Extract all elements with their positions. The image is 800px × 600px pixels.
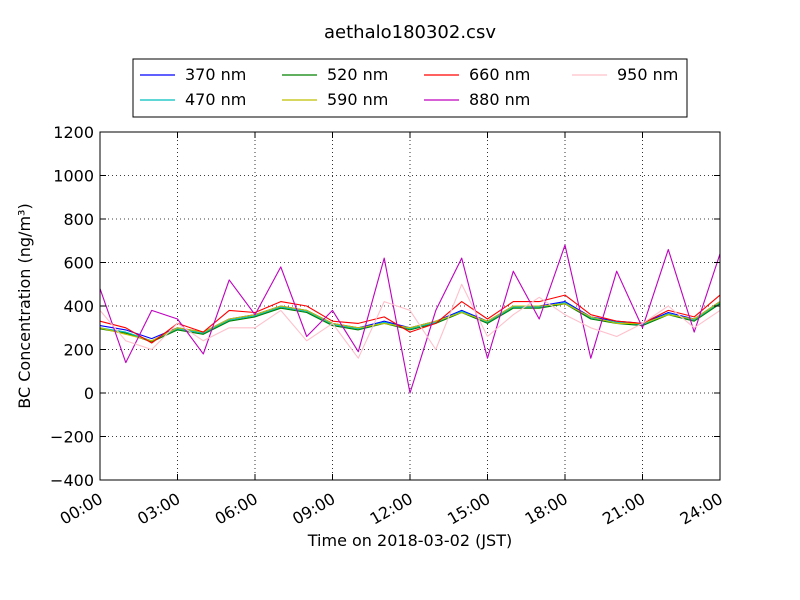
x-tick-label: 24:00 <box>677 489 726 529</box>
legend-item: 470 nm <box>140 90 246 109</box>
y-tick-label: 600 <box>63 254 94 273</box>
legend-item: 520 nm <box>282 65 388 84</box>
legend-label: 950 nm <box>617 65 678 84</box>
series-line-950-nm <box>99 283 721 359</box>
y-axis-label: BC Concentration (ng/m³) <box>15 203 34 408</box>
grid <box>100 132 720 480</box>
y-tick-label: 800 <box>63 210 94 229</box>
chart-title: aethalo180302.csv <box>324 22 496 43</box>
y-tick-label: 1200 <box>53 123 94 142</box>
legend-label: 590 nm <box>327 90 388 109</box>
legend-label: 370 nm <box>185 65 246 84</box>
x-tick-label: 03:00 <box>134 489 183 529</box>
series-line-660-nm <box>99 294 721 344</box>
legend-item: 660 nm <box>424 65 530 84</box>
y-tick-label: 400 <box>63 297 94 316</box>
legend-item: 950 nm <box>572 65 678 84</box>
legend-item: 370 nm <box>140 65 246 84</box>
y-axis: −400 −200 0 200 400 600 800 1000 1200 <box>50 123 720 490</box>
legend: 370 nm 470 nm 520 nm 590 nm 660 nm 880 nm 950 … <box>132 58 688 118</box>
y-tick-label: 200 <box>63 341 94 360</box>
y-tick-label: 1000 <box>53 167 94 186</box>
x-tick-label: 15:00 <box>444 489 493 529</box>
legend-label: 660 nm <box>469 65 530 84</box>
x-tick-label: 09:00 <box>289 489 338 529</box>
legend-label: 470 nm <box>185 90 246 109</box>
series-line-880-nm <box>99 244 721 394</box>
x-axis: 00:00 03:00 06:00 09:00 12:00 15:00 18:00 21:00… <box>57 132 726 529</box>
y-tick-label: 0 <box>84 384 94 403</box>
x-axis-label: Time on 2018-03-02 (JST) <box>307 531 512 550</box>
legend-label: 880 nm <box>469 90 530 109</box>
series-line-590-nm <box>99 301 721 342</box>
legend-label: 520 nm <box>327 65 388 84</box>
x-tick-label: 00:00 <box>57 489 106 529</box>
legend-item: 590 nm <box>282 90 388 109</box>
y-tick-label: −200 <box>50 428 94 447</box>
legend-item: 880 nm <box>424 90 530 109</box>
x-tick-label: 21:00 <box>599 489 648 529</box>
series-line-470-nm <box>99 302 721 342</box>
y-tick-label: −400 <box>50 471 94 490</box>
x-tick-label: 12:00 <box>367 489 416 529</box>
x-tick-label: 18:00 <box>522 489 571 529</box>
series-lines <box>99 244 721 394</box>
legend-box <box>132 58 688 118</box>
x-tick-label: 06:00 <box>212 489 261 529</box>
